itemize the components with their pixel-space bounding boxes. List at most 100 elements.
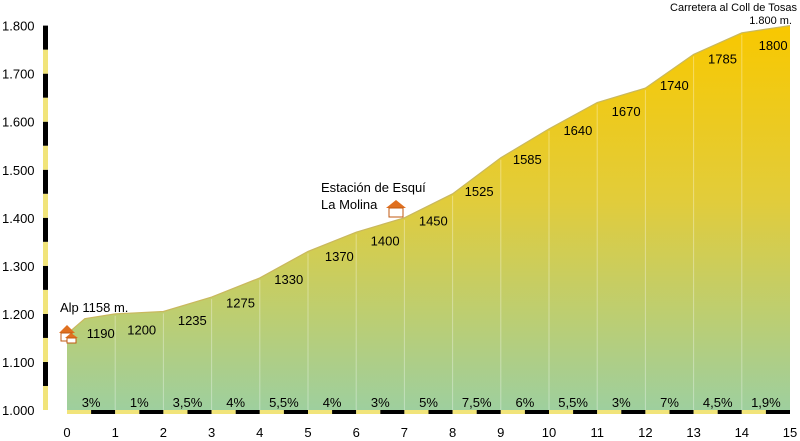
- y-axis-segment: [43, 337, 48, 362]
- gradient-label: 7,5%: [462, 395, 492, 410]
- x-axis: 0 1 2 3 4 5 6 7 8 9 10 11 12 13 14 15: [63, 425, 797, 440]
- gradient-segment: [235, 410, 260, 414]
- x-tick-label: 6: [353, 425, 360, 440]
- gradient-segment: [163, 410, 188, 414]
- x-tick-label: 12: [638, 425, 652, 440]
- y-axis-segment: [43, 289, 48, 314]
- gradient-bar: 3% 1% 3,5% 4% 5,5% 4% 3% 5% 7,5% 6% 5,5% 3% 7% 4,5% 1,…: [67, 395, 790, 414]
- x-tick-label: 1: [112, 425, 119, 440]
- gradient-segment: [452, 410, 477, 414]
- gradient-segment: [765, 410, 790, 414]
- gradient-segment: [573, 410, 598, 414]
- gradient-segment: [476, 410, 501, 414]
- start-place-label: Alp 1158 m.: [60, 300, 128, 315]
- y-axis-segment: [43, 145, 48, 170]
- y-tick-label: 1.300: [2, 259, 35, 274]
- y-axis-segment: [43, 313, 48, 338]
- y-tick-label: 1.200: [2, 307, 35, 322]
- y-axis-segment: [43, 193, 48, 218]
- altitude-label: 1275: [226, 296, 255, 311]
- gradient-segment: [115, 410, 140, 414]
- elevation-profile-line: [66, 25, 791, 335]
- altitude-label: 1585: [513, 152, 542, 167]
- altitude-labels: 1190 1200 1235 1275 1330 1370 1400 1450 1525 1585…: [87, 38, 788, 341]
- ski-station-label-line2: La Molina: [321, 197, 378, 212]
- gradient-segment: [597, 410, 622, 414]
- altitude-label: 1640: [563, 123, 592, 138]
- plot-area: [66, 25, 791, 410]
- gradient-label: 3%: [371, 395, 390, 410]
- y-tick-label: 1.800: [2, 19, 35, 34]
- y-axis-segment: [43, 73, 48, 98]
- elevation-area: [67, 25, 790, 410]
- y-axis-segment: [43, 361, 48, 386]
- altitude-label: 1400: [371, 234, 400, 249]
- gradient-segment: [524, 410, 549, 414]
- x-tick-label: 15: [783, 425, 797, 440]
- y-tick-label: 1.500: [2, 163, 35, 178]
- gradient-segment: [91, 410, 116, 414]
- y-axis-segment: [43, 25, 48, 50]
- altitude-label: 1525: [465, 184, 494, 199]
- gradient-segment: [717, 410, 742, 414]
- altitude-label: 1785: [708, 51, 737, 66]
- y-axis-segment: [43, 385, 48, 410]
- gradient-label: 3%: [82, 395, 101, 410]
- y-tick-label: 1.100: [2, 355, 35, 370]
- y-tick-label: 1.000: [2, 403, 35, 418]
- gradient-segment: [139, 410, 164, 414]
- gradient-label: 3%: [612, 395, 631, 410]
- x-tick-label: 4: [256, 425, 263, 440]
- gradient-segment: [259, 410, 284, 414]
- gradient-label: 4%: [323, 395, 342, 410]
- gradient-segment: [669, 410, 694, 414]
- gradient-segment: [187, 410, 212, 414]
- altitude-label: 1800: [759, 38, 788, 53]
- altitude-label: 1235: [178, 313, 207, 328]
- gradient-segment: [283, 410, 308, 414]
- y-axis-segment: [43, 265, 48, 290]
- x-tick-label: 9: [497, 425, 504, 440]
- altitude-label: 1370: [325, 249, 354, 264]
- x-tick-label: 0: [63, 425, 70, 440]
- gradient-label: 5,5%: [269, 395, 299, 410]
- y-axis-segment: [43, 241, 48, 266]
- x-tick-label: 7: [401, 425, 408, 440]
- gradient-label: 5,5%: [558, 395, 588, 410]
- gradient-label: 4,5%: [703, 395, 733, 410]
- altitude-label: 1200: [127, 323, 156, 338]
- x-tick-label: 5: [304, 425, 311, 440]
- gradient-segment: [428, 410, 453, 414]
- gradient-segment: [621, 410, 646, 414]
- x-tick-label: 11: [590, 425, 604, 440]
- end-place-label-line1: Carretera al Coll de Tosas: [670, 2, 797, 14]
- x-tick-label: 8: [449, 425, 456, 440]
- gradient-segment: [356, 410, 381, 414]
- x-tick-label: 13: [686, 425, 700, 440]
- x-tick-label: 10: [542, 425, 556, 440]
- vertical-gridlines: [114, 34, 743, 410]
- x-tick-label: 14: [735, 425, 749, 440]
- y-tick-label: 1.400: [2, 211, 35, 226]
- gradient-segment: [549, 410, 574, 414]
- y-axis-segment: [43, 49, 48, 74]
- y-axis-segment: [43, 217, 48, 242]
- gradient-label: 7%: [660, 395, 679, 410]
- gradient-segment: [380, 410, 405, 414]
- gradient-segment: [332, 410, 357, 414]
- gradient-label: 6%: [516, 395, 535, 410]
- ski-station-house-icon: [386, 200, 406, 218]
- y-axis-segment: [43, 121, 48, 146]
- gradient-segment: [308, 410, 333, 414]
- y-tick-label: 1.700: [2, 67, 35, 82]
- ski-station-label-line1: Estación de Esquí: [321, 180, 426, 195]
- x-tick-label: 2: [160, 425, 167, 440]
- altitude-label: 1190: [87, 326, 115, 341]
- gradient-segment: [211, 410, 236, 414]
- gradient-segment: [500, 410, 525, 414]
- gradient-label: 1%: [130, 395, 149, 410]
- x-tick-label: 3: [208, 425, 215, 440]
- gradient-label: 4%: [226, 395, 245, 410]
- y-axis-segment: [43, 97, 48, 122]
